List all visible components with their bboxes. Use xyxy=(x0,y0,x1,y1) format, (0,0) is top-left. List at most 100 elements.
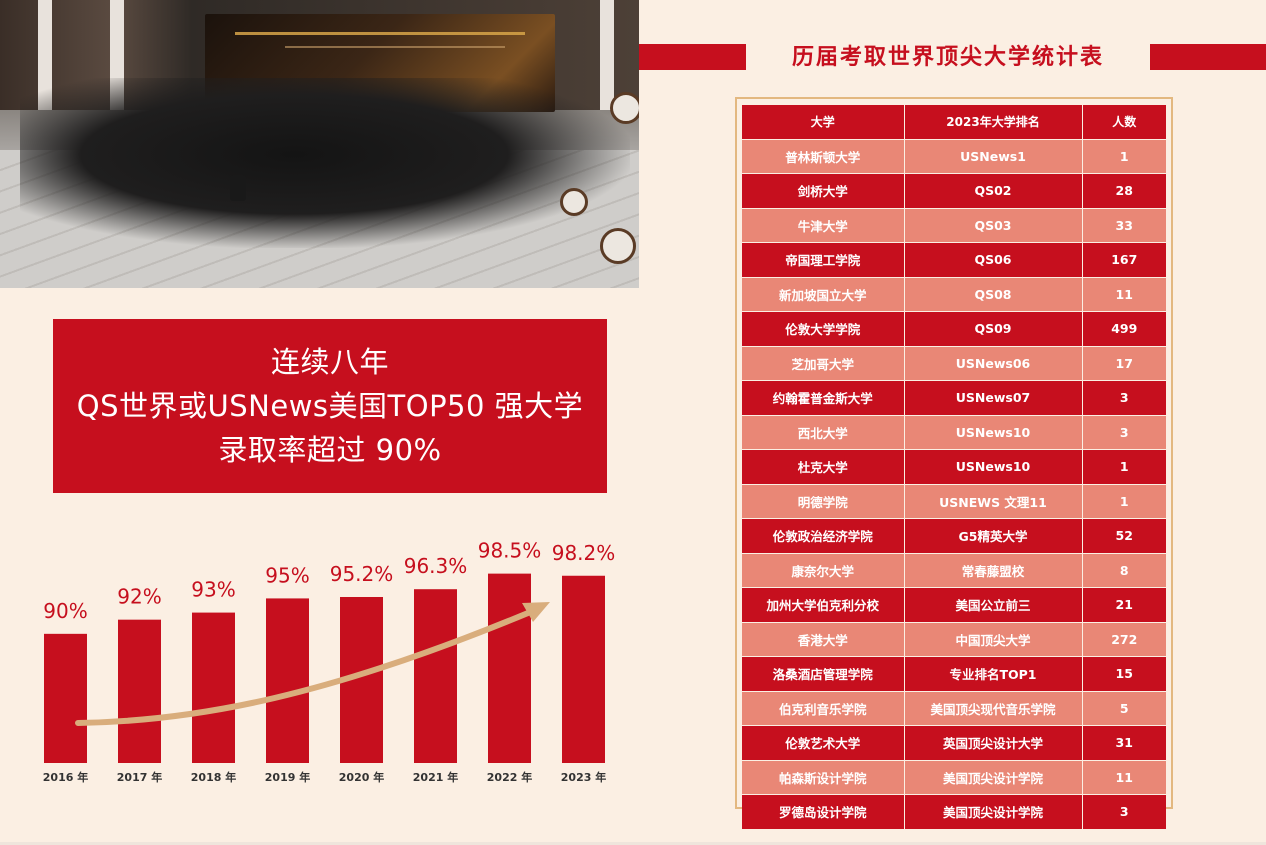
cell-count: 52 xyxy=(1082,518,1166,554)
bar-value-label: 90% xyxy=(43,599,87,623)
cell-ranking: USNews07 xyxy=(904,380,1083,416)
timpani-drum xyxy=(600,228,636,264)
cell-university: 加州大学伯克利分校 xyxy=(742,587,905,623)
bar-5 xyxy=(414,589,457,763)
headline-box: 连续八年 QS世界或USNews美国TOP50 强大学 录取率超过 90% xyxy=(53,319,607,493)
table-row: 新加坡国立大学 QS08 11 xyxy=(742,277,1166,312)
x-tick-label: 2023 年 xyxy=(561,770,606,784)
trend-arrow-head xyxy=(522,602,550,622)
orchestra-photo xyxy=(0,0,639,288)
cell-university: 西北大学 xyxy=(742,415,905,450)
table-row: 剑桥大学 QS02 28 xyxy=(742,173,1166,209)
title-decoration-left xyxy=(639,44,746,70)
table-row: 伦敦艺术大学 英国顶尖设计大学 31 xyxy=(742,725,1166,761)
cell-university: 明德学院 xyxy=(742,484,905,519)
table-row: 牛津大学 QS03 33 xyxy=(742,208,1166,243)
column-header-university: 大学 xyxy=(742,105,905,140)
x-tick-label: 2017 年 xyxy=(117,770,162,784)
cell-ranking: 美国公立前三 xyxy=(904,587,1083,623)
cell-university: 香港大学 xyxy=(742,622,905,657)
cell-count: 3 xyxy=(1082,415,1166,450)
cell-ranking: USNews1 xyxy=(904,139,1083,174)
bar-value-label: 93% xyxy=(191,578,235,602)
headline-line-1: 连续八年 xyxy=(270,345,389,379)
cell-count: 3 xyxy=(1082,380,1166,416)
bar-7 xyxy=(562,575,605,763)
backdrop-banner-line xyxy=(235,32,525,35)
bar-3 xyxy=(266,598,309,763)
cell-count: 31 xyxy=(1082,725,1166,761)
bar-6 xyxy=(488,573,531,763)
headline-line-3: 录取率超过 90% xyxy=(218,433,442,467)
cell-university: 芝加哥大学 xyxy=(742,346,905,381)
bar-0 xyxy=(44,633,87,763)
table-row: 约翰霍普金斯大学 USNews07 3 xyxy=(742,380,1166,416)
table-row: 帕森斯设计学院 美国顶尖设计学院 11 xyxy=(742,760,1166,795)
cell-ranking: QS03 xyxy=(904,208,1083,243)
cell-count: 1 xyxy=(1082,484,1166,519)
cell-ranking: G5精英大学 xyxy=(904,518,1083,554)
bar-value-label: 95.2% xyxy=(330,562,394,586)
cell-university: 牛津大学 xyxy=(742,208,905,243)
table-row: 康奈尔大学 常春藤盟校 8 xyxy=(742,553,1166,588)
cell-university: 帕森斯设计学院 xyxy=(742,760,905,795)
cell-ranking: QS06 xyxy=(904,242,1083,278)
bar-1 xyxy=(118,619,161,763)
cell-count: 8 xyxy=(1082,553,1166,588)
drum xyxy=(610,92,639,124)
x-tick-label: 2019 年 xyxy=(265,770,310,784)
bar-value-label: 98.5% xyxy=(478,539,542,563)
cell-count: 5 xyxy=(1082,691,1166,726)
cell-ranking: QS02 xyxy=(904,173,1083,209)
cell-count: 167 xyxy=(1082,242,1166,278)
cell-ranking: 中国顶尖大学 xyxy=(904,622,1083,657)
cell-count: 28 xyxy=(1082,173,1166,209)
cell-ranking: 常春藤盟校 xyxy=(904,553,1083,588)
cell-ranking: QS08 xyxy=(904,277,1083,312)
cell-university: 罗德岛设计学院 xyxy=(742,794,905,830)
cell-count: 11 xyxy=(1082,277,1166,312)
cell-count: 3 xyxy=(1082,794,1166,830)
cell-count: 15 xyxy=(1082,656,1166,692)
table-row: 伯克利音乐学院 美国顶尖现代音乐学院 5 xyxy=(742,691,1166,726)
table-row: 加州大学伯克利分校 美国公立前三 21 xyxy=(742,587,1166,623)
bottom-divider xyxy=(0,842,1266,845)
cell-university: 伯克利音乐学院 xyxy=(742,691,905,726)
table-row: 西北大学 USNews10 3 xyxy=(742,415,1166,450)
cell-count: 11 xyxy=(1082,760,1166,795)
table-row: 香港大学 中国顶尖大学 272 xyxy=(742,622,1166,657)
cell-ranking: USNews06 xyxy=(904,346,1083,381)
cell-university: 伦敦政治经济学院 xyxy=(742,518,905,554)
x-tick-label: 2018 年 xyxy=(191,770,236,784)
cell-university: 康奈尔大学 xyxy=(742,553,905,588)
cell-count: 1 xyxy=(1082,449,1166,485)
cell-university: 帝国理工学院 xyxy=(742,242,905,278)
table-row: 芝加哥大学 USNews06 17 xyxy=(742,346,1166,381)
table-row: 普林斯顿大学 USNews1 1 xyxy=(742,139,1166,174)
cell-count: 1 xyxy=(1082,139,1166,174)
x-tick-label: 2022 年 xyxy=(487,770,532,784)
drum xyxy=(560,188,588,216)
cell-ranking: USNEWS 文理11 xyxy=(904,484,1083,519)
bar-value-label: 92% xyxy=(117,585,161,609)
cell-ranking: USNews10 xyxy=(904,449,1083,485)
backdrop-banner-line xyxy=(285,46,505,48)
cell-ranking: 美国顶尖设计学院 xyxy=(904,794,1083,830)
cell-ranking: USNews10 xyxy=(904,415,1083,450)
university-table: 大学 2023年大学排名 人数 普林斯顿大学 USNews1 1 剑桥大学 QS02 28… xyxy=(742,105,1166,830)
column-header-count: 人数 xyxy=(1082,105,1166,140)
cell-count: 33 xyxy=(1082,208,1166,243)
cell-university: 新加坡国立大学 xyxy=(742,277,905,312)
table-row: 杜克大学 USNews10 1 xyxy=(742,449,1166,485)
table-title: 历届考取世界顶尖大学统计表 xyxy=(791,44,1104,70)
x-tick-label: 2016 年 xyxy=(43,770,88,784)
cell-count: 272 xyxy=(1082,622,1166,657)
admission-rate-bar-chart: 90% 2016 年 92% 2017 年 93% 2018 年 95% 2019 年 95.2… xyxy=(43,539,616,784)
table-row: 洛桑酒店管理学院 专业排名TOP1 15 xyxy=(742,656,1166,692)
x-tick-label: 2020 年 xyxy=(339,770,384,784)
cell-university: 剑桥大学 xyxy=(742,173,905,209)
x-tick-label: 2021 年 xyxy=(413,770,458,784)
table-row: 罗德岛设计学院 美国顶尖设计学院 3 xyxy=(742,794,1166,830)
cell-count: 17 xyxy=(1082,346,1166,381)
cell-university: 伦敦大学学院 xyxy=(742,311,905,347)
